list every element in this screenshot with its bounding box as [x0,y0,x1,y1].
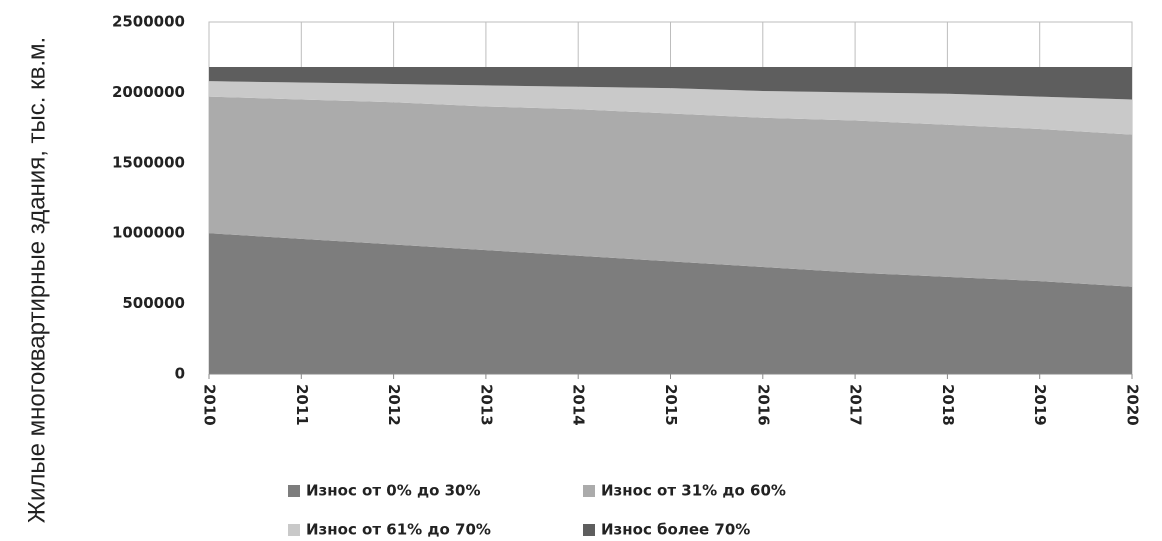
legend-swatch [288,524,300,536]
area [209,81,1132,135]
legend-label: Износ от 31% до 60% [601,482,786,500]
y-tick-label: 1500000 [112,153,185,171]
x-tick-label: 2017 [847,384,865,426]
legend-swatch [583,524,595,536]
y-tick-label: 1000000 [112,224,185,242]
area [209,233,1132,374]
x-tick-label: 2010 [201,384,219,426]
x-tick-label: 2018 [939,384,957,426]
x-tick-label: 2015 [662,384,680,426]
x-tick-label: 2016 [754,384,772,426]
y-tick-label: 0 [175,365,185,383]
y-axis-label: Жилые многоквартирные здания, тыс. кв.м. [23,37,50,523]
y-tick-label: 500000 [122,294,185,312]
x-tick-label: 2020 [1124,384,1142,426]
legend-swatch [288,485,300,497]
x-tick-label: 2011 [293,384,311,426]
legend-label: Износ от 0% до 30% [306,482,481,500]
x-tick-label: 2013 [477,384,495,426]
legend-swatch [583,485,595,497]
y-tick-label: 2500000 [112,13,185,31]
x-tick-label: 2019 [1031,384,1049,426]
y-tick-label: 2000000 [112,83,185,101]
x-tick-label: 2014 [570,384,588,426]
x-tick-label: 2012 [385,384,403,426]
area [209,67,1132,100]
legend-label: Износ более 70% [601,521,750,539]
legend-label: Износ от 61% до 70% [306,521,491,539]
area [209,96,1132,287]
